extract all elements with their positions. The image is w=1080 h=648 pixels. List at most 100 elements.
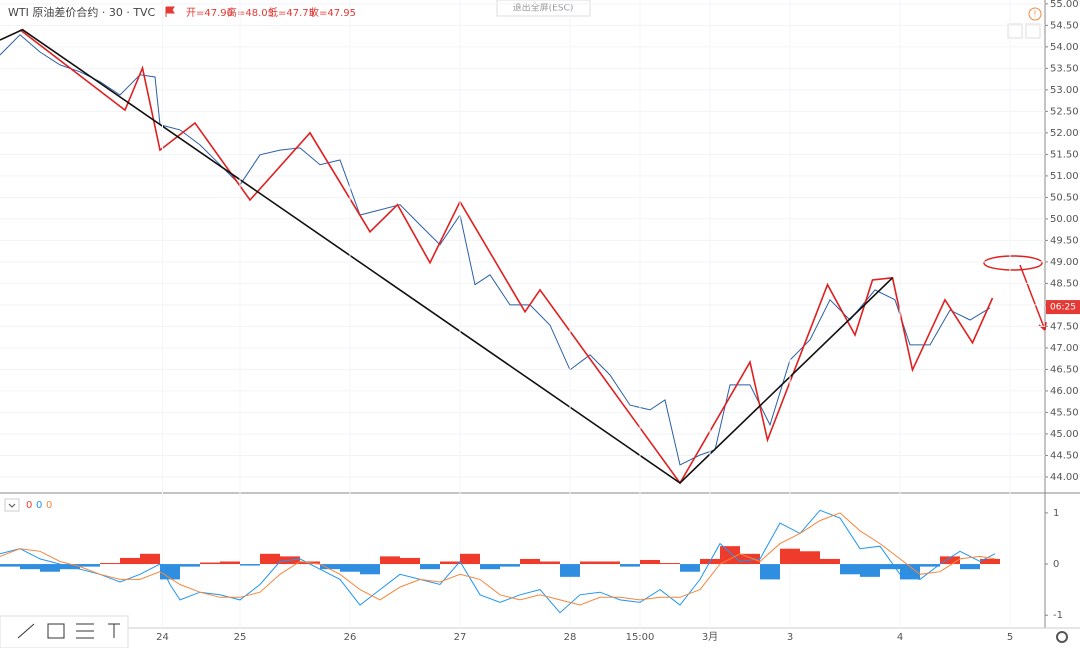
y-tick-label: 44.50	[1050, 450, 1079, 461]
trend-line-tool[interactable]	[17, 623, 35, 639]
histogram-bar	[680, 564, 700, 572]
histogram-bar	[980, 558, 1000, 565]
histogram-bar	[780, 548, 800, 565]
histogram-bar	[720, 546, 740, 565]
text-tool[interactable]	[108, 623, 120, 638]
rectangle-tool[interactable]	[47, 623, 65, 639]
ohlc-value: 收=47.95	[309, 6, 356, 19]
histogram-bar	[440, 561, 460, 565]
histogram-bar	[480, 564, 500, 570]
fib-tool[interactable]	[76, 623, 94, 639]
x-tick-label: 24	[156, 632, 169, 643]
indicator-collapse[interactable]	[4, 498, 20, 512]
histogram-bar	[340, 564, 360, 572]
histogram-bar	[500, 564, 520, 567]
x-tick-label: 3月	[702, 631, 718, 643]
y-tick-label: 50.50	[1050, 192, 1079, 203]
histogram-bar	[240, 564, 260, 566]
alert-mark: !	[1033, 10, 1036, 19]
series-line	[0, 509, 996, 614]
legend-value: 0	[46, 500, 52, 511]
histogram-bar	[560, 564, 580, 577]
histogram-bar	[860, 564, 880, 577]
y-tick-label: 44.00	[1050, 472, 1079, 483]
y-tick-label: 52.00	[1050, 128, 1079, 139]
y-tick-label: 54.50	[1050, 20, 1079, 31]
x-tick-label: 15:00	[626, 632, 655, 643]
scroll-down-button[interactable]	[1007, 23, 1023, 39]
y-tick-label: 55.00	[1050, 0, 1079, 10]
flag-icon[interactable]	[165, 6, 175, 17]
settings-button[interactable]	[1056, 631, 1068, 643]
series-line	[0, 34, 991, 466]
y-tick-label: 46.00	[1050, 386, 1079, 397]
histogram-bar	[0, 564, 20, 567]
exit-fullscreen-label[interactable]: 退出全屏(ESC)	[513, 2, 574, 14]
histogram-bar	[320, 564, 340, 570]
y-tick-label: -1	[1053, 610, 1063, 621]
annotation-arrow	[1019, 264, 1047, 331]
drawing-toolbar	[0, 615, 129, 648]
histogram-bar	[800, 551, 820, 565]
x-tick-label: 26	[344, 632, 357, 643]
histogram-bar	[420, 564, 440, 570]
histogram-bar	[120, 557, 140, 565]
histogram-bar	[20, 564, 40, 570]
histogram-bar	[400, 557, 420, 565]
histogram-bar	[660, 563, 680, 565]
histogram-bar	[360, 564, 380, 575]
annotation-ellipse	[983, 255, 1043, 271]
y-tick-label: 54.00	[1050, 42, 1079, 53]
legend-value: 0	[36, 500, 42, 511]
histogram-bar	[620, 564, 640, 567]
histogram-bar	[740, 553, 760, 565]
histogram-bar	[960, 564, 980, 570]
histogram-bar	[520, 558, 540, 565]
x-tick-label: 5	[1007, 632, 1013, 643]
histogram-bar	[220, 561, 240, 565]
histogram-bar	[820, 558, 840, 565]
histogram-bar	[840, 564, 860, 575]
legend-value: 0	[26, 500, 32, 511]
price-badge	[1046, 300, 1080, 315]
histogram-bar	[940, 556, 960, 565]
histogram-bar	[160, 564, 180, 580]
y-tick-label: 49.00	[1050, 257, 1079, 268]
histogram-bar	[540, 561, 560, 565]
ohlc-value: 开=47.90	[186, 8, 233, 19]
y-tick-label: 52.50	[1050, 106, 1079, 117]
histogram-bar	[380, 556, 400, 565]
histogram-bar	[600, 561, 620, 565]
x-tick-label: 4	[897, 632, 903, 643]
series-line	[0, 28, 894, 485]
histogram-bar	[100, 563, 120, 565]
y-tick-label: 51.50	[1050, 149, 1079, 160]
x-tick-label: 25	[234, 632, 247, 643]
series-line	[0, 512, 996, 606]
histogram-bar	[80, 564, 100, 567]
histogram-bar	[640, 559, 660, 565]
histogram-bar	[920, 564, 940, 567]
price-badge-label: 06:25	[1050, 303, 1076, 313]
series-line	[19, 29, 994, 485]
x-tick-label: 3	[787, 632, 793, 643]
histogram-bar	[260, 553, 280, 565]
y-tick-label: 47.50	[1050, 321, 1079, 332]
alert-icon[interactable]	[1028, 7, 1042, 21]
ohlc-value: 低=47.75	[268, 6, 315, 19]
histogram-bar	[140, 553, 160, 565]
restore-button[interactable]	[1025, 23, 1041, 39]
y-tick-label: 46.50	[1050, 364, 1079, 375]
x-tick-label: 27	[454, 632, 467, 643]
y-tick-label: 45.50	[1050, 407, 1079, 418]
symbol-title: WTI 原油差价合约 · 30 · TVC	[8, 5, 156, 19]
histogram-bar	[40, 564, 60, 572]
ohlc-value: 高=48.03	[227, 6, 274, 19]
histogram-bar	[580, 561, 600, 565]
y-tick-label: 0	[1053, 559, 1059, 570]
y-tick-label: 53.00	[1050, 85, 1079, 96]
histogram-bar	[460, 553, 480, 565]
